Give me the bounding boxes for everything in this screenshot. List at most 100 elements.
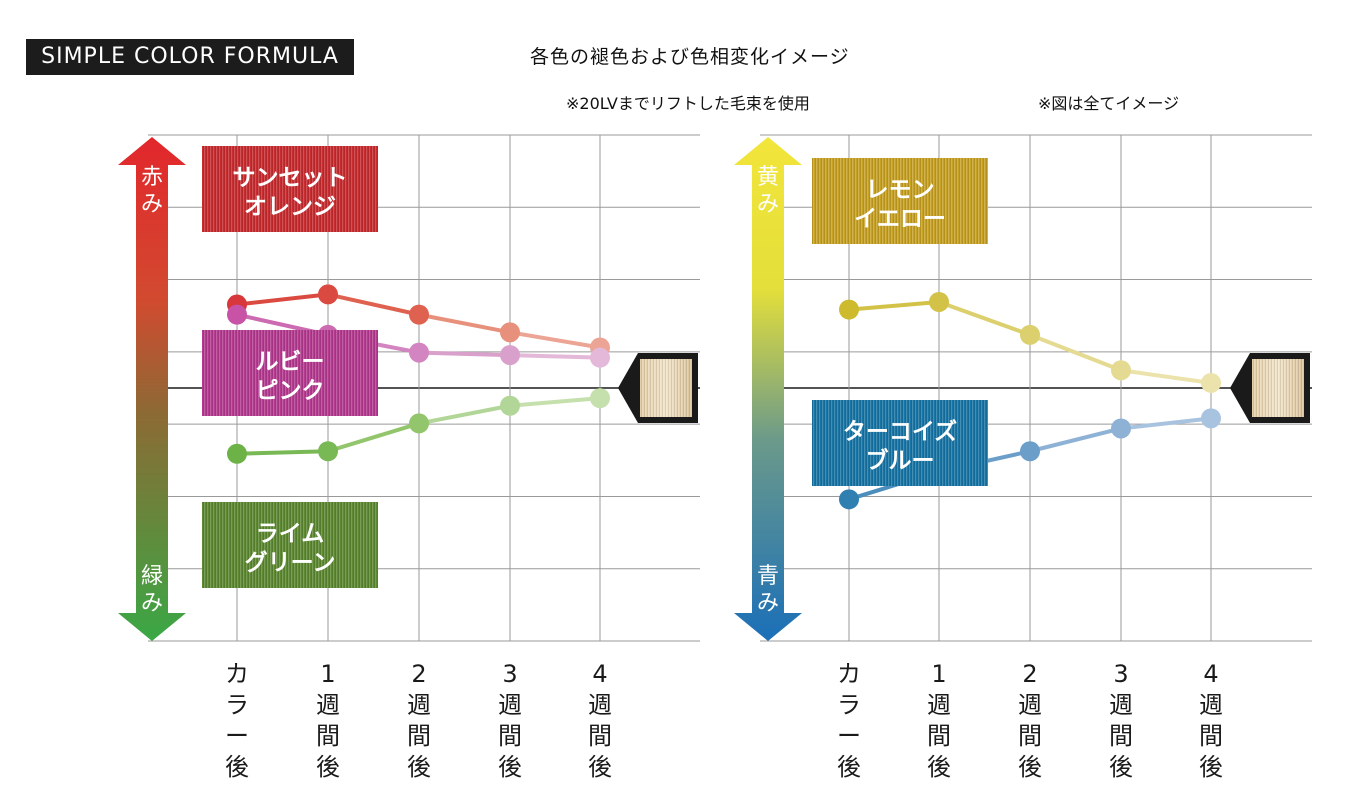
data-point: [1020, 324, 1040, 345]
x-tick-char: 週: [927, 691, 951, 719]
data-point: [318, 441, 338, 462]
chart-1: 赤み緑みサンセットオレンジルビーピンクライムグリーンカラー後1週間後2週間後3週…: [118, 134, 700, 781]
data-point: [409, 342, 429, 363]
data-point: [839, 489, 859, 510]
data-point: [409, 413, 429, 434]
x-tick-char: カ: [225, 660, 249, 688]
x-tick-label: 1 週間後: [927, 660, 951, 781]
x-tick-char: カ: [837, 660, 861, 688]
x-tick-char: 間: [1109, 722, 1133, 750]
series-line-segment: [847, 299, 941, 312]
data-point: [590, 388, 610, 409]
series-label: ルビー: [256, 349, 325, 375]
data-point: [590, 347, 610, 368]
series-line-segment: [417, 350, 512, 358]
data-point: [500, 345, 520, 366]
x-tick-char: ー: [837, 722, 861, 750]
x-tick-char: 後: [1109, 753, 1133, 781]
swatch-texture: [202, 502, 378, 588]
x-tick-char: 3: [1113, 660, 1128, 688]
series-label: ブルー: [866, 447, 935, 474]
x-tick-char: 間: [316, 722, 340, 750]
series-line-segment: [1028, 332, 1123, 373]
note-left: ※20LVまでリフトした毛束を使用: [566, 94, 810, 113]
series-label: サンセット: [233, 165, 348, 191]
x-tick-char: 4: [592, 660, 607, 688]
data-point: [500, 395, 520, 416]
series-line-segment: [235, 449, 330, 456]
data-point: [1111, 418, 1131, 439]
data-point: [500, 322, 520, 343]
axis-top-label: 黄み: [757, 165, 779, 217]
x-tick-char: 週: [498, 691, 522, 719]
axis-label-char: 黄: [757, 165, 779, 190]
x-tick-char: 週: [316, 691, 340, 719]
x-tick-char: 後: [407, 753, 431, 781]
series-line-segment: [508, 330, 602, 350]
x-tick-label: 4 週間後: [1199, 660, 1223, 781]
x-tick-char: 間: [498, 722, 522, 750]
x-tick-label: 1 週間後: [316, 660, 340, 781]
swatch-texture: [202, 146, 378, 232]
x-tick-char: ラ: [225, 691, 249, 719]
axis-arrow: [118, 137, 186, 641]
x-tick-char: ラ: [837, 691, 861, 719]
series-line-segment: [508, 396, 602, 408]
axis-label-char: み: [141, 591, 163, 616]
series-line-segment: [508, 353, 602, 360]
x-tick-char: 後: [837, 753, 861, 781]
x-tick-char: 週: [1109, 691, 1133, 719]
data-point: [318, 284, 338, 305]
target-swatch-texture: [1252, 359, 1304, 417]
x-tick-char: 2: [1022, 660, 1037, 688]
x-tick-char: 後: [927, 753, 951, 781]
series-label: グリーン: [245, 549, 336, 576]
axis-top-label: 赤み: [141, 165, 163, 217]
x-tick-char: 後: [498, 753, 522, 781]
series-label: レモン: [866, 177, 935, 203]
series-line-segment: [937, 299, 1032, 337]
data-point: [1201, 372, 1221, 393]
series-label: オレンジ: [244, 194, 336, 220]
series-line-segment: [1119, 368, 1213, 385]
data-point: [409, 304, 429, 325]
brand-badge: SIMPLE COLOR FORMULA: [26, 39, 354, 75]
x-tick-char: 間: [927, 722, 951, 750]
axis-label-char: み: [757, 591, 779, 616]
axis-label-char: 青: [757, 564, 779, 589]
axis-label-char: 緑: [141, 564, 163, 589]
series-line-segment: [326, 292, 421, 317]
series-line-segment: [417, 312, 512, 335]
x-tick-char: 間: [1199, 722, 1223, 750]
series-line-segment: [1028, 426, 1123, 454]
x-tick-char: 3: [502, 660, 517, 688]
series-label: イエロー: [854, 206, 946, 232]
data-point: [1201, 408, 1221, 429]
x-tick-char: 2: [411, 660, 426, 688]
x-tick-char: 1: [931, 660, 946, 688]
x-tick-label: 4 週間後: [588, 660, 612, 781]
x-tick-char: 後: [588, 753, 612, 781]
x-tick-char: 週: [588, 691, 612, 719]
x-tick-char: 後: [316, 753, 340, 781]
x-tick-char: 間: [1018, 722, 1042, 750]
series-line-segment: [417, 403, 512, 426]
target-swatch-texture: [640, 359, 692, 417]
x-tick-char: ー: [225, 722, 249, 750]
x-tick-char: 週: [1018, 691, 1042, 719]
data-point: [1111, 360, 1131, 381]
axis-arrow: [734, 137, 802, 641]
data-point: [227, 304, 247, 325]
data-point: [929, 291, 949, 312]
